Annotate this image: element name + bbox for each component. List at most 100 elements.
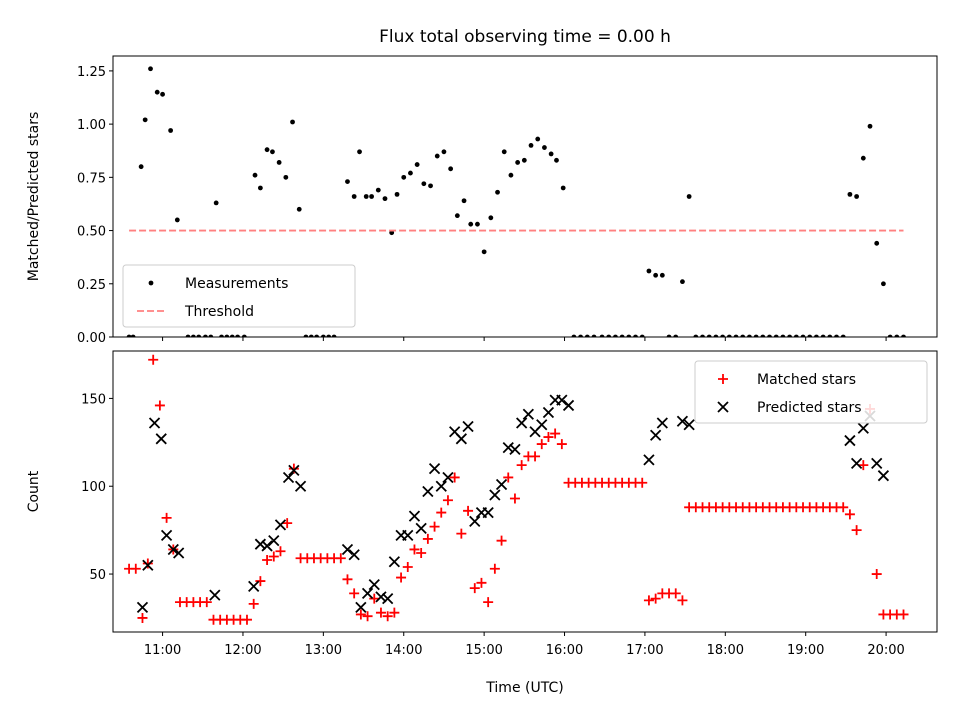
data-point — [720, 334, 726, 337]
data-point — [276, 160, 282, 165]
data-point — [422, 533, 433, 544]
data-point — [793, 334, 799, 337]
y-tick-label: 0.00 — [77, 331, 106, 346]
y-tick-label: 0.50 — [77, 225, 106, 240]
data-point — [201, 597, 212, 608]
data-point — [294, 480, 307, 492]
data-point — [881, 281, 886, 287]
y-tick-label: 0.25 — [77, 278, 106, 293]
data-point — [501, 149, 507, 155]
data-point — [136, 601, 149, 614]
data-point — [528, 143, 534, 148]
data-point — [522, 408, 534, 420]
legend-label: Matched stars — [757, 372, 856, 388]
data-point — [288, 464, 300, 477]
data-point — [456, 528, 467, 539]
data-point — [637, 477, 648, 488]
data-point — [556, 394, 568, 406]
data-point — [434, 153, 440, 159]
data-point — [254, 538, 267, 550]
data-point — [613, 334, 618, 337]
data-point — [363, 194, 369, 199]
data-point — [335, 553, 346, 564]
data-point — [308, 334, 314, 337]
data-point — [389, 230, 395, 236]
data-point — [262, 554, 273, 565]
data-point — [515, 160, 521, 165]
data-point — [154, 89, 160, 95]
data-point — [331, 334, 337, 337]
data-point — [516, 417, 528, 429]
data-point — [571, 334, 577, 337]
data-point — [646, 268, 652, 274]
data-point — [449, 472, 460, 483]
data-point — [643, 595, 654, 606]
data-point — [867, 123, 873, 129]
legend-marker — [148, 280, 154, 286]
data-point — [342, 574, 353, 585]
data-point — [536, 419, 548, 431]
data-point — [495, 189, 500, 195]
legend-label: Predicted stars — [757, 400, 862, 416]
legend-marker — [718, 374, 728, 384]
data-point — [469, 583, 480, 594]
data-point — [496, 535, 507, 546]
data-point — [388, 556, 401, 568]
x-tick-label: 18:00 — [707, 643, 744, 658]
data-point — [606, 334, 612, 337]
data-point — [357, 149, 362, 155]
data-point — [619, 334, 625, 337]
top-panel: 0.00 0.25 0.50 0.75 1.00 1.25 Matched/Predicte… — [26, 55, 938, 346]
data-point — [542, 406, 555, 419]
data-point — [369, 593, 380, 604]
data-point — [800, 334, 806, 337]
data-point — [441, 149, 447, 155]
data-point — [421, 181, 427, 187]
data-point — [543, 432, 554, 443]
data-point — [257, 185, 263, 191]
data-point — [382, 196, 388, 202]
data-point — [898, 609, 909, 620]
data-point — [414, 162, 420, 167]
data-point — [462, 420, 474, 433]
data-point — [235, 334, 241, 337]
data-point — [874, 240, 880, 246]
data-point — [656, 417, 668, 429]
data-point — [362, 611, 373, 622]
data-point — [368, 578, 380, 591]
data-point — [382, 592, 394, 605]
y-tick-label: 100 — [81, 480, 106, 495]
data-point — [142, 558, 153, 569]
data-point — [126, 334, 132, 337]
data-point — [288, 463, 299, 474]
y-axis-label: Count — [26, 470, 42, 512]
data-point — [653, 272, 659, 278]
data-point — [422, 485, 434, 498]
data-point — [255, 576, 266, 587]
data-point — [161, 512, 172, 523]
data-point — [229, 334, 235, 337]
data-point — [666, 334, 672, 337]
data-point — [476, 577, 487, 588]
data-point — [283, 174, 289, 180]
data-point — [219, 334, 224, 337]
data-point — [482, 506, 494, 519]
data-point — [130, 334, 136, 337]
data-point — [264, 147, 270, 153]
data-point — [442, 495, 453, 506]
data-point — [894, 334, 900, 337]
data-point — [148, 354, 159, 365]
data-point — [361, 587, 374, 599]
data-point — [536, 439, 547, 450]
series-measurements — [126, 66, 906, 337]
data-point — [137, 612, 148, 623]
data-point — [435, 480, 447, 492]
data-point — [142, 117, 148, 123]
data-point — [469, 515, 481, 527]
data-point — [408, 170, 413, 176]
data-point — [429, 521, 440, 532]
data-point — [355, 601, 367, 614]
data-point — [509, 443, 521, 455]
data-point — [780, 334, 786, 337]
